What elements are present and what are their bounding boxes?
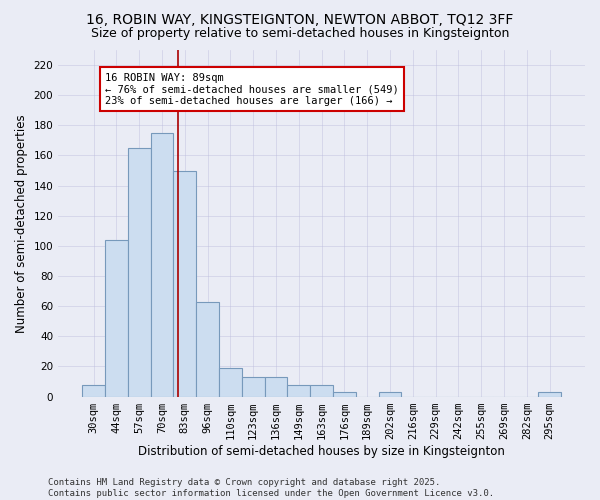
Bar	[310, 384, 333, 396]
Bar	[128, 148, 151, 396]
Bar	[196, 302, 219, 396]
Text: 16 ROBIN WAY: 89sqm
← 76% of semi-detached houses are smaller (549)
23% of semi-: 16 ROBIN WAY: 89sqm ← 76% of semi-detach…	[105, 72, 398, 106]
Bar	[242, 377, 265, 396]
Text: Contains HM Land Registry data © Crown copyright and database right 2025.
Contai: Contains HM Land Registry data © Crown c…	[48, 478, 494, 498]
Text: Size of property relative to semi-detached houses in Kingsteignton: Size of property relative to semi-detach…	[91, 28, 509, 40]
Bar	[333, 392, 356, 396]
Bar	[105, 240, 128, 396]
Bar	[379, 392, 401, 396]
Bar	[538, 392, 561, 396]
Bar	[151, 133, 173, 396]
Y-axis label: Number of semi-detached properties: Number of semi-detached properties	[15, 114, 28, 332]
Bar	[287, 384, 310, 396]
X-axis label: Distribution of semi-detached houses by size in Kingsteignton: Distribution of semi-detached houses by …	[138, 444, 505, 458]
Bar	[219, 368, 242, 396]
Text: 16, ROBIN WAY, KINGSTEIGNTON, NEWTON ABBOT, TQ12 3FF: 16, ROBIN WAY, KINGSTEIGNTON, NEWTON ABB…	[86, 12, 514, 26]
Bar	[265, 377, 287, 396]
Bar	[173, 170, 196, 396]
Bar	[82, 384, 105, 396]
